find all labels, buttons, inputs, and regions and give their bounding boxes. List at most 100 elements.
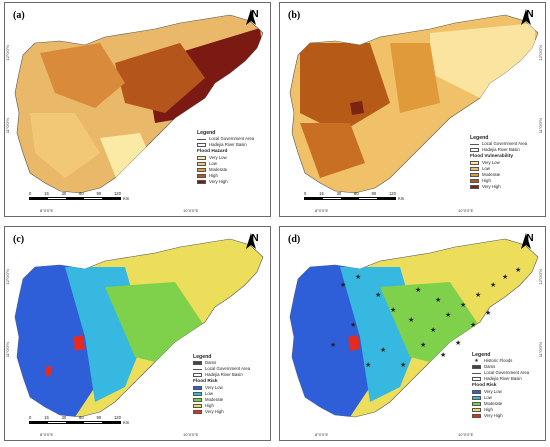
- dams-swatch: [193, 360, 202, 366]
- scale-tick: 15: [44, 191, 49, 196]
- scale-tick: 90: [371, 191, 377, 196]
- legend: Legend Local Government Area Hadejia Riv…: [470, 135, 538, 190]
- flood-vulnerability-map-panel: (b) N Legend Local Government Area Hadej…: [279, 2, 546, 217]
- scale-tick: 15: [319, 191, 324, 196]
- legend-base-layer: Local Government Area: [484, 370, 530, 375]
- scale-unit: Km: [123, 420, 130, 425]
- moderate-zone: [390, 43, 440, 113]
- basin-swatch: [197, 142, 206, 148]
- legend-class: Moderate: [209, 167, 228, 172]
- legend-class: Low: [205, 391, 213, 396]
- legend-base-layer: Hadejia River Basin: [205, 372, 243, 377]
- legend-class: Low: [209, 161, 217, 166]
- vulnerability-zones: [300, 23, 535, 178]
- legend-class: Very Low: [205, 385, 223, 390]
- svg-text:★: ★: [355, 273, 361, 281]
- flood-risk-map-panel: (c) N Legend Dams Local Government Area …: [4, 226, 271, 441]
- legend-class: Moderate: [484, 401, 503, 406]
- north-arrow-icon: N: [246, 9, 264, 25]
- legend-base-layer: Local Government Area: [205, 366, 251, 371]
- north-arrow-icon: N: [521, 9, 539, 25]
- lga-line-swatch: [470, 143, 479, 145]
- very-high-zone: [45, 366, 52, 376]
- very-high-zone: [73, 335, 85, 351]
- scale-tick: 120: [388, 191, 396, 196]
- svg-text:★: ★: [400, 361, 406, 369]
- lon-label: 10°0'0"E: [183, 208, 199, 213]
- lga-line-swatch: [193, 368, 202, 370]
- scale-tick: 30: [61, 415, 67, 420]
- lon-label: 8°0'0"E: [40, 208, 54, 213]
- legend-class: Low: [484, 395, 492, 400]
- lon-label: 10°0'0"E: [458, 208, 474, 213]
- class-swatch: [472, 401, 481, 407]
- legend-class: Very High: [484, 413, 503, 418]
- scale-tick: 30: [61, 191, 67, 196]
- scale-tick: 15: [44, 415, 49, 420]
- very-high-zone: [348, 335, 360, 351]
- scale-unit: Km: [398, 196, 405, 201]
- historic-flood-stars: ★ ★ ★ ★ ★ ★ ★ ★ ★ ★ ★ ★ ★ ★ ★ ★ ★ ★ ★ ★ ★ ★ ★ ★: [330, 266, 521, 369]
- svg-text:★: ★: [340, 281, 346, 289]
- legend-class: Very High: [482, 184, 501, 189]
- legend-class: Low: [482, 166, 490, 171]
- basin-swatch: [193, 372, 202, 378]
- lat-label: 12°0'0"N: [5, 269, 10, 285]
- class-swatch: [197, 173, 206, 179]
- legend: Legend Dams Local Government Area Hadeji…: [193, 354, 263, 415]
- map-canvas: ★ ★ ★ ★ ★ ★ ★ ★ ★ ★ ★ ★ ★ ★ ★ ★ ★ ★ ★ ★ ★ ★ ★ ★: [289, 238, 539, 418]
- flood-risk-historic-map-panel: ★ ★ ★ ★ ★ ★ ★ ★ ★ ★ ★ ★ ★ ★ ★ ★ ★ ★ ★ ★ ★ ★ ★ ★ (d) N Le…: [279, 226, 546, 441]
- scale-tick: 60: [354, 191, 359, 196]
- class-swatch: [470, 166, 479, 172]
- class-swatch: [197, 167, 206, 173]
- legend-base-layer: Local Government Area: [209, 136, 255, 141]
- panel-label: (d): [288, 234, 301, 245]
- legend: Legend ★ Historic Floods Dams Local Gover…: [472, 352, 538, 419]
- class-swatch: [472, 389, 481, 395]
- map-canvas: [289, 14, 539, 194]
- low-zone: [30, 113, 100, 178]
- legend-class: Very Low: [484, 389, 502, 394]
- svg-text:★: ★: [502, 273, 508, 281]
- lat-label: 12°0'0"N: [538, 45, 543, 61]
- lon-label: 10°0'0"E: [458, 432, 474, 437]
- scale-tick: 60: [79, 415, 84, 420]
- north-label: N: [251, 233, 259, 244]
- legend-class: High: [484, 407, 493, 412]
- legend-title: Legend: [472, 352, 491, 358]
- svg-text:★: ★: [455, 339, 461, 347]
- svg-text:★: ★: [475, 291, 481, 299]
- lat-label: 11°0'0"N: [538, 342, 543, 358]
- class-swatch: [197, 179, 206, 185]
- legend-base-layer: Historic Floods: [484, 358, 513, 363]
- north-label: N: [251, 9, 259, 20]
- north-arrow-icon: N: [246, 233, 264, 249]
- lon-label: 8°0'0"E: [315, 208, 329, 213]
- lon-label: 10°0'0"E: [183, 432, 199, 437]
- scale-tick: 120: [113, 415, 121, 420]
- svg-text:★: ★: [430, 326, 436, 334]
- class-swatch: [193, 397, 202, 403]
- svg-text:★: ★: [445, 311, 451, 319]
- legend-title: Legend: [470, 135, 489, 141]
- svg-text:★: ★: [390, 306, 396, 314]
- scale-tick: 30: [336, 191, 342, 196]
- svg-text:★: ★: [380, 346, 386, 354]
- scale-tick: 60: [79, 191, 84, 196]
- svg-text:★: ★: [350, 321, 356, 329]
- legend-base-layer: Dams: [205, 360, 217, 365]
- scale-tick: 0: [29, 191, 32, 196]
- legend-class: Very Low: [482, 160, 500, 165]
- class-swatch: [470, 178, 479, 184]
- legend: Legend Local Government Area Hadejia Riv…: [197, 130, 263, 185]
- svg-text:★: ★: [440, 351, 446, 359]
- legend-class: High: [209, 173, 218, 178]
- high-zone: [300, 123, 365, 178]
- lat-label: 12°0'0"N: [538, 269, 543, 285]
- svg-text:★: ★: [408, 316, 414, 324]
- svg-text:★: ★: [515, 266, 521, 274]
- class-swatch: [193, 385, 202, 391]
- lat-label: 11°0'0"N: [5, 342, 10, 358]
- class-swatch: [197, 161, 206, 167]
- class-swatch: [470, 160, 479, 166]
